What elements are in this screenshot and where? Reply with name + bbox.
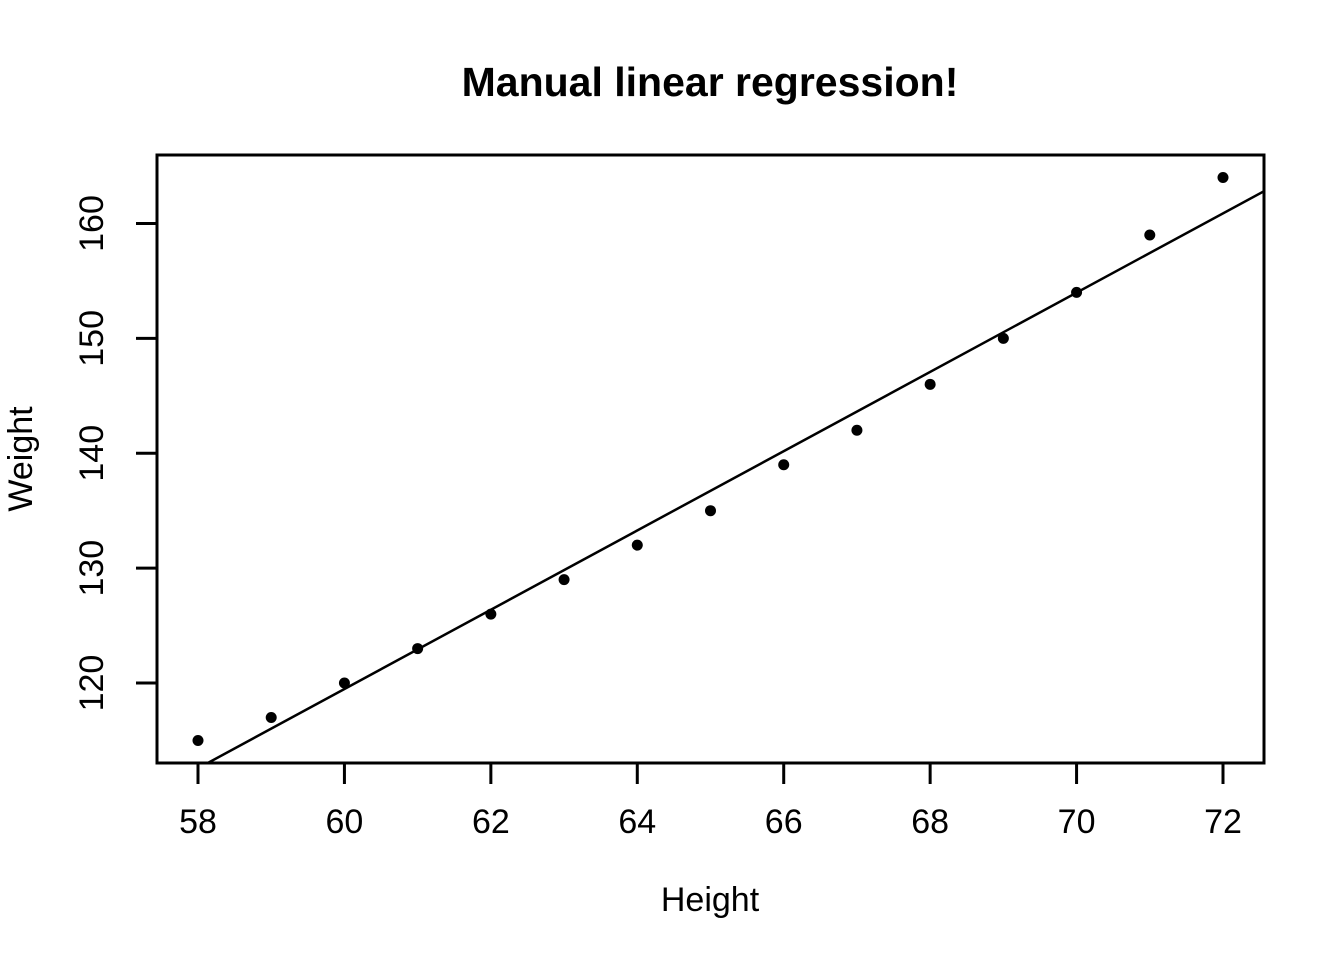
data-point: [924, 378, 936, 390]
data-point: [1217, 172, 1229, 184]
x-tick-label: 70: [1058, 803, 1096, 841]
y-tick-label: 140: [73, 425, 111, 482]
x-tick-label: 60: [326, 803, 364, 841]
data-point: [192, 734, 204, 746]
chart-title: Manual linear regression!: [462, 59, 959, 105]
data-point: [485, 608, 497, 620]
data-point: [778, 459, 790, 471]
regression-line: [205, 190, 1264, 763]
x-tick-label: 68: [911, 803, 949, 841]
data-layer: [192, 172, 1264, 763]
data-point: [705, 505, 716, 517]
x-axis-label: Height: [661, 881, 760, 919]
x-tick-label: 66: [765, 803, 803, 841]
y-tick-label: 160: [73, 195, 111, 252]
plot-box-border: [155, 153, 1266, 765]
data-point: [997, 332, 1009, 344]
data-point: [1144, 229, 1156, 241]
x-tick-label: 62: [472, 803, 510, 841]
x-tick-label: 72: [1204, 803, 1242, 841]
y-axis-label: Weight: [2, 406, 40, 512]
data-point: [265, 712, 277, 724]
data-point: [631, 539, 643, 551]
y-tick-label: 120: [73, 655, 111, 712]
y-tick-label: 130: [73, 540, 111, 597]
x-tick-label: 64: [618, 803, 656, 841]
data-point: [851, 424, 863, 436]
y-tick-label: 150: [73, 310, 111, 367]
data-point: [1071, 286, 1083, 298]
x-axis: 58 60 62 64 66 68 70 72: [179, 763, 1242, 841]
x-tick-label: 58: [179, 803, 217, 841]
data-point: [558, 574, 570, 586]
y-axis: 120 130 140 150 160: [73, 195, 157, 711]
data-point: [338, 677, 350, 689]
data-point: [412, 643, 424, 655]
